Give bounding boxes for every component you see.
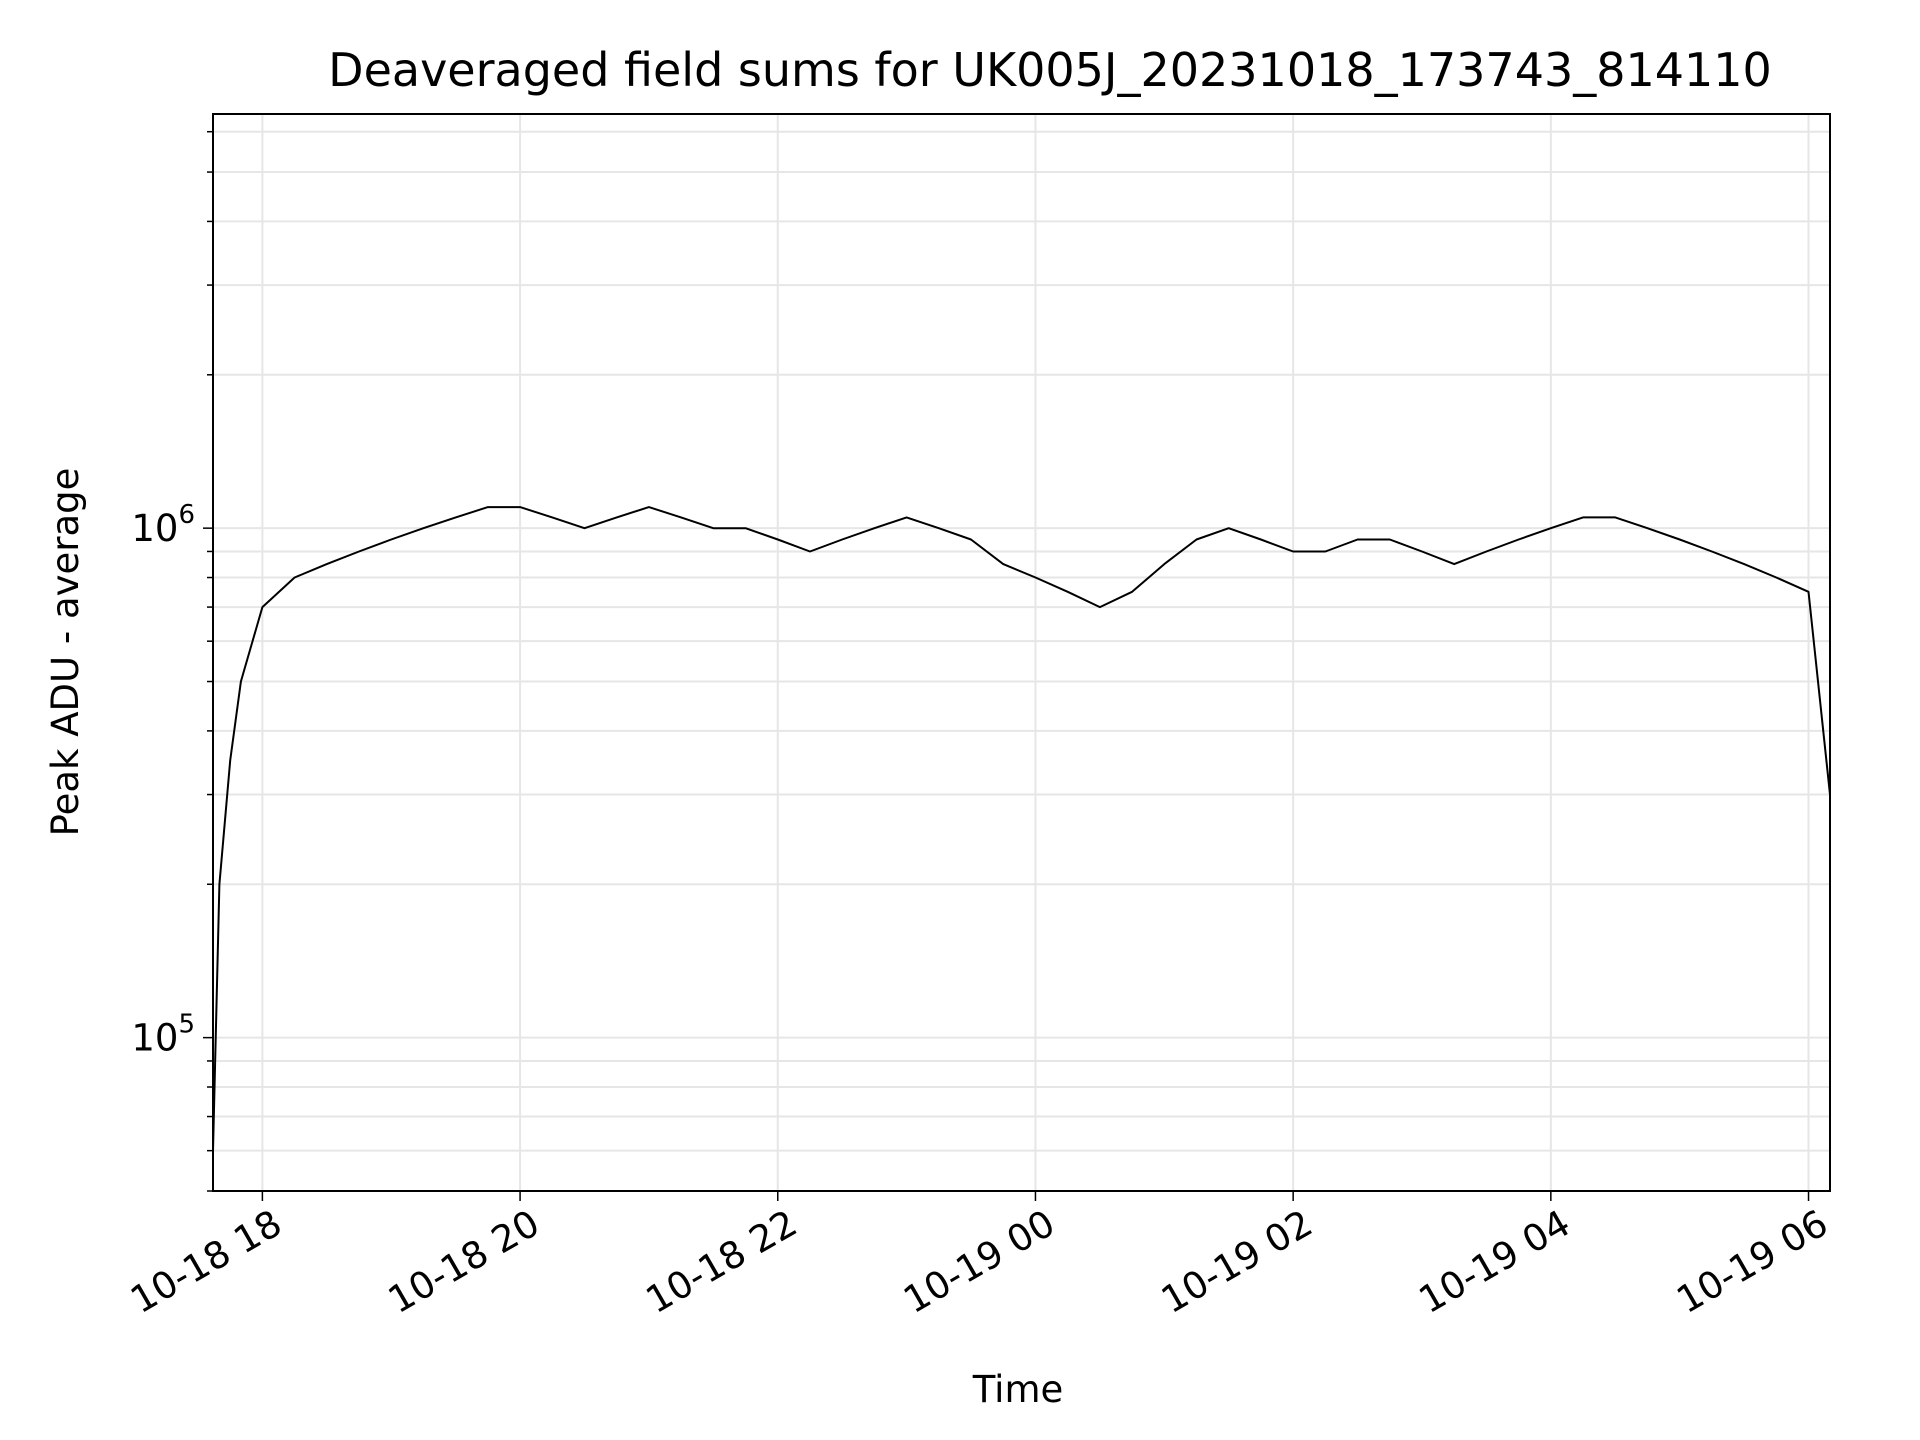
x-tick-label: 10-18 22 [639,1202,805,1322]
x-tick-label: 10-19 06 [1669,1202,1835,1322]
series-line [212,506,1831,1151]
y-axis-label: Peak ADU - average [44,468,87,837]
y-tick-label: 105 [131,1010,195,1060]
x-tick-label: 10-19 00 [896,1202,1062,1322]
x-tick-label: 10-18 18 [123,1202,289,1322]
x-axis-label: Time [972,1368,1064,1411]
y-axis-ticks: 105 106 [131,130,213,1192]
x-axis-ticks: 10-18 18 10-18 20 10-18 22 10-19 00 10-19 02… [123,1191,1835,1322]
series-layer [212,506,1831,1151]
y-tick-label: 106 [131,500,195,550]
chart-title: Deaveraged field sums for UK005J_2023101… [328,43,1772,97]
plot-frame [212,113,1831,1192]
x-tick-label: 10-19 02 [1154,1202,1320,1322]
grid-lines [213,114,1830,1192]
x-tick-label: 10-18 20 [381,1202,547,1322]
x-tick-label: 10-19 04 [1412,1202,1578,1322]
